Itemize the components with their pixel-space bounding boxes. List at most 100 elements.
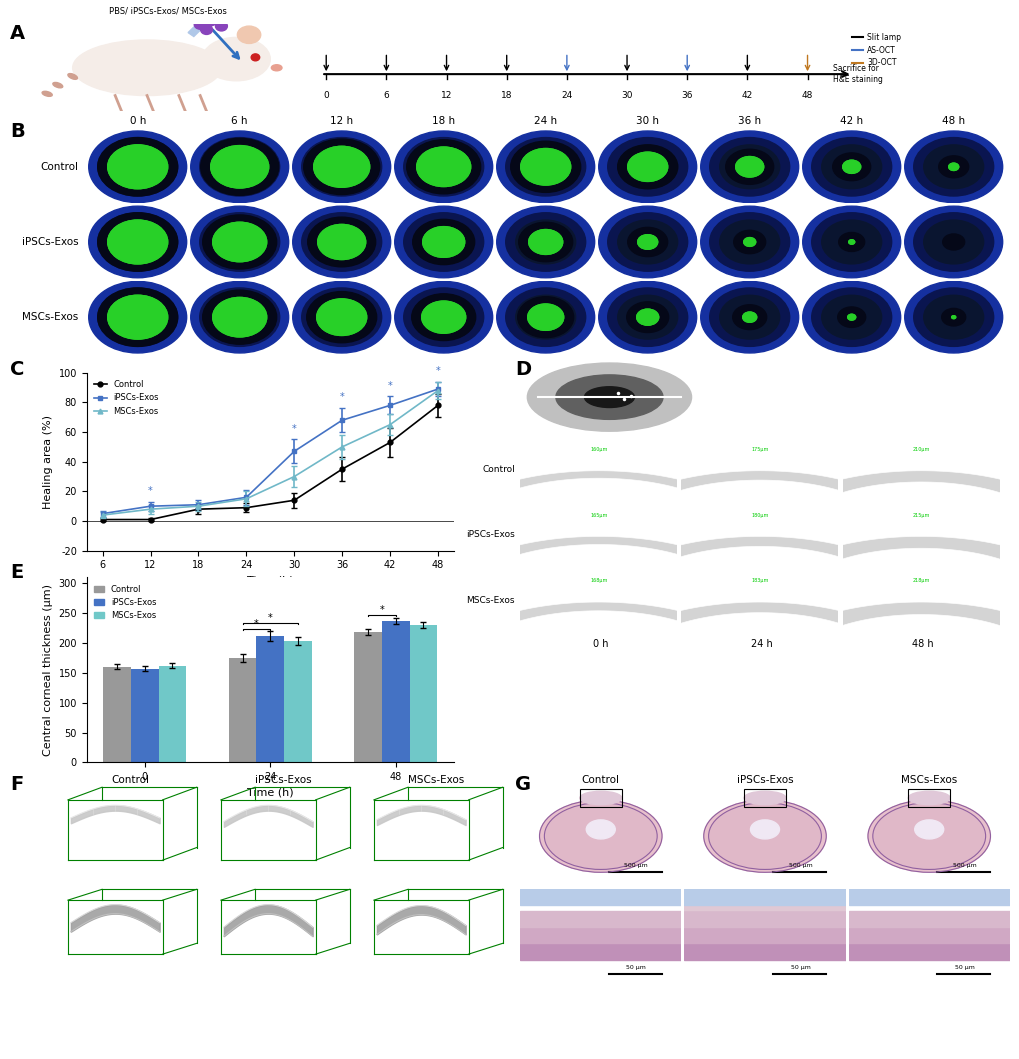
Circle shape <box>317 299 367 336</box>
Ellipse shape <box>42 91 52 96</box>
Circle shape <box>213 222 266 262</box>
Text: F: F <box>10 775 23 794</box>
Circle shape <box>201 24 212 35</box>
Text: 24 h: 24 h <box>534 116 556 126</box>
Circle shape <box>98 213 177 271</box>
Circle shape <box>108 220 167 264</box>
Text: 12 h: 12 h <box>330 116 353 126</box>
Polygon shape <box>788 603 1019 638</box>
Circle shape <box>821 295 880 339</box>
Text: 218μm: 218μm <box>911 578 929 584</box>
Circle shape <box>948 163 958 170</box>
Text: 12: 12 <box>440 91 451 100</box>
Text: 30: 30 <box>621 91 632 100</box>
Circle shape <box>719 145 779 189</box>
Circle shape <box>312 220 371 264</box>
Text: *: * <box>387 380 392 391</box>
Circle shape <box>98 288 177 346</box>
Circle shape <box>417 147 470 186</box>
Circle shape <box>108 220 167 264</box>
Text: 24: 24 <box>560 91 572 100</box>
Circle shape <box>302 138 381 196</box>
Text: 500 μm: 500 μm <box>624 862 647 867</box>
Circle shape <box>215 21 227 31</box>
Circle shape <box>511 141 580 193</box>
Text: 6: 6 <box>383 91 389 100</box>
Text: 36: 36 <box>681 91 692 100</box>
Bar <box>158 666 186 762</box>
Text: 18: 18 <box>500 91 512 100</box>
Bar <box>410 625 437 762</box>
Circle shape <box>521 148 571 185</box>
Text: *: * <box>268 612 272 623</box>
Circle shape <box>802 207 900 277</box>
Text: 18 h: 18 h <box>432 116 454 126</box>
Text: 30 h: 30 h <box>636 116 658 126</box>
Circle shape <box>251 54 260 60</box>
Polygon shape <box>627 537 892 571</box>
Circle shape <box>210 295 269 339</box>
Circle shape <box>847 315 855 320</box>
Bar <box>520 944 681 959</box>
Circle shape <box>496 282 594 353</box>
Polygon shape <box>627 471 892 505</box>
Circle shape <box>404 288 483 346</box>
Circle shape <box>527 363 691 431</box>
Circle shape <box>904 131 1002 202</box>
Text: Control: Control <box>482 465 515 473</box>
Text: *: * <box>379 605 384 615</box>
Circle shape <box>404 138 483 196</box>
Text: 0 h: 0 h <box>592 639 608 648</box>
Circle shape <box>742 312 756 322</box>
Circle shape <box>527 304 564 330</box>
Y-axis label: Central corneal thickness (μm): Central corneal thickness (μm) <box>43 584 53 756</box>
Circle shape <box>904 282 1002 353</box>
Circle shape <box>709 213 789 271</box>
X-axis label: Time (h): Time (h) <box>247 576 293 586</box>
Ellipse shape <box>237 26 261 43</box>
Text: 24 h: 24 h <box>750 639 772 648</box>
Circle shape <box>626 302 668 333</box>
Circle shape <box>528 230 562 254</box>
Bar <box>520 928 681 944</box>
Circle shape <box>98 213 177 271</box>
Ellipse shape <box>271 65 281 71</box>
Circle shape <box>516 145 575 189</box>
Circle shape <box>811 138 891 196</box>
Ellipse shape <box>53 83 63 88</box>
Circle shape <box>108 145 167 189</box>
Circle shape <box>191 207 288 277</box>
Polygon shape <box>788 471 1019 506</box>
Bar <box>228 658 256 762</box>
Text: *: * <box>254 618 259 629</box>
Text: 42 h: 42 h <box>840 116 862 126</box>
Text: A: A <box>10 24 25 43</box>
Text: 42: 42 <box>741 91 752 100</box>
Bar <box>382 621 410 762</box>
Circle shape <box>200 138 279 196</box>
Circle shape <box>191 282 288 353</box>
Circle shape <box>821 145 880 189</box>
Text: *: * <box>148 486 153 496</box>
Circle shape <box>414 220 473 264</box>
Ellipse shape <box>750 820 779 839</box>
Circle shape <box>708 803 820 869</box>
Circle shape <box>516 220 575 264</box>
Circle shape <box>937 156 968 178</box>
Circle shape <box>703 800 825 873</box>
Ellipse shape <box>907 791 950 805</box>
Circle shape <box>709 288 789 346</box>
Circle shape <box>496 131 594 202</box>
Text: 160μm: 160μm <box>589 447 607 452</box>
Text: 6 h: 6 h <box>231 116 248 126</box>
Circle shape <box>394 207 492 277</box>
Text: 500 μm: 500 μm <box>788 862 811 867</box>
Circle shape <box>735 157 763 177</box>
Circle shape <box>832 152 870 181</box>
Circle shape <box>505 213 585 271</box>
Circle shape <box>417 147 470 186</box>
Circle shape <box>618 220 677 264</box>
Circle shape <box>636 309 658 325</box>
Text: MSCs-Exos: MSCs-Exos <box>466 596 515 605</box>
Ellipse shape <box>72 40 221 95</box>
